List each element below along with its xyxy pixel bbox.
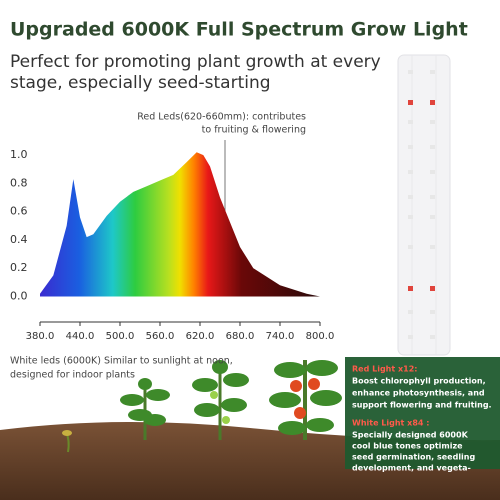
- subtitle: stage, especially seed-starting: [10, 73, 271, 93]
- panel-text: seed germination, seedling: [352, 453, 475, 462]
- panel-text: Boost chlorophyll production,: [352, 377, 486, 386]
- y-tick-label: 0.0: [10, 290, 28, 303]
- x-tick-label: 500.0: [106, 331, 135, 342]
- y-tick-label: 1.0: [10, 148, 28, 161]
- x-tick-label: 440.0: [66, 331, 95, 342]
- x-tick-label: 680.0: [226, 331, 255, 342]
- panel-heading: White Light x84 :: [352, 419, 429, 428]
- y-tick-label: 0.2: [10, 261, 28, 274]
- x-tick-label: 620.0: [186, 331, 215, 342]
- annotation: White leds (6000K) Similar to sunlight a…: [10, 356, 233, 367]
- annotation: Red Leds(620-660mm): contributes: [137, 112, 306, 123]
- subtitle: Perfect for promoting plant growth at ev…: [10, 52, 381, 72]
- y-tick-label: 0.4: [10, 233, 28, 246]
- panel-text: development, and vegeta-: [352, 464, 471, 473]
- panel-text: Specially designed 6000K: [352, 431, 469, 440]
- spectrum-chart: 380.0 440.0 500.0 560.0 620.0 680.0 740.0 800.0…: [10, 148, 334, 342]
- y-tick-label: 0.6: [10, 205, 28, 218]
- panel-text: enhance photosynthesis, and: [352, 389, 485, 398]
- x-tick-label: 380.0: [26, 331, 55, 342]
- x-tick-label: 800.0: [306, 331, 335, 342]
- tube-light: [397, 54, 451, 356]
- info-panel: Red Light x12: Boost chlorophyll product…: [345, 357, 500, 473]
- panel-text: support flowering and fruiting.: [352, 401, 492, 410]
- panel-heading: Red Light x12:: [352, 365, 417, 374]
- annotation: to fruiting & flowering: [202, 125, 306, 136]
- y-tick-label: 0.8: [10, 176, 28, 189]
- panel-text: cool blue tones optimize: [352, 442, 463, 451]
- annotation: designed for indoor plants: [10, 370, 135, 381]
- spectrum-fill: [40, 152, 320, 297]
- x-tick-label: 560.0: [146, 331, 175, 342]
- ground: [0, 360, 500, 500]
- x-tick-label: 740.0: [266, 331, 295, 342]
- title: Upgraded 6000K Full Spectrum Grow Light: [10, 19, 468, 41]
